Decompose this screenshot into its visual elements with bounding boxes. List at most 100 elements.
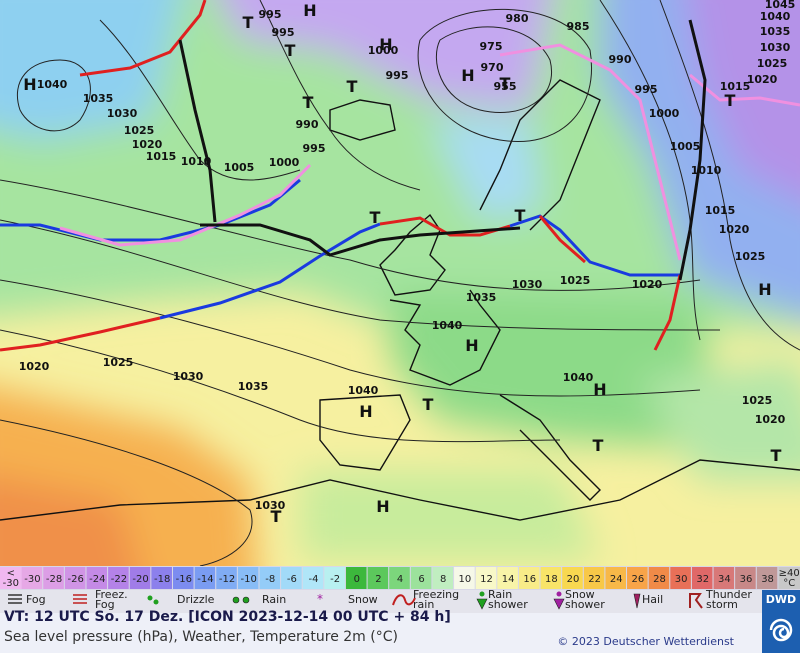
scale-label: -30 <box>24 574 40 585</box>
legend-label: rain <box>413 598 434 611</box>
scale-label: 12 <box>480 574 493 585</box>
scale-cell <box>583 567 605 589</box>
scale-label: -22 <box>111 574 127 585</box>
pressure-label: 995 <box>259 8 282 21</box>
scale-cell <box>562 567 583 589</box>
scale-cell <box>281 567 302 589</box>
scale-cell <box>302 567 324 589</box>
pressure-center: T <box>500 74 511 93</box>
svg-text:*: * <box>317 592 323 606</box>
scale-cell <box>216 567 237 589</box>
scale-label: -30 <box>3 578 19 589</box>
pressure-label: 1000 <box>269 156 300 169</box>
scale-label: -24 <box>89 574 105 585</box>
pressure-label: 1040 <box>563 371 594 384</box>
pressure-label: 985 <box>567 20 590 33</box>
pressure-label: 1025 <box>757 57 788 70</box>
dwd-logo-text: DWD <box>766 593 796 606</box>
pressure-label: 1015 <box>720 80 751 93</box>
pressure-label: 1040 <box>760 10 791 23</box>
pressure-label: 975 <box>480 40 503 53</box>
scale-label: 10 <box>458 574 471 585</box>
pressure-label: 1030 <box>760 41 791 54</box>
pressure-center: T <box>347 77 358 96</box>
scale-label: 0 <box>354 574 360 585</box>
scale-label: -12 <box>219 574 235 585</box>
scale-label: 28 <box>653 574 666 585</box>
scale-cell <box>713 567 735 589</box>
legend-label: Hail <box>642 593 663 606</box>
scale-label: 6 <box>418 574 424 585</box>
pressure-label: 1040 <box>348 384 379 397</box>
scale-label: -20 <box>132 574 148 585</box>
pressure-label: 990 <box>609 53 632 66</box>
scale-label: < <box>7 568 15 579</box>
pressure-center: H <box>379 35 392 54</box>
thunderstorm-icon <box>689 593 703 609</box>
pressure-label: 1040 <box>432 319 463 332</box>
pressure-labels: 9959951000995980985975970955990995100010… <box>19 0 796 512</box>
pressure-center: T <box>243 13 254 32</box>
scale-label: 20 <box>567 574 580 585</box>
pressure-label: 970 <box>481 61 504 74</box>
pressure-center: T <box>593 436 604 455</box>
legend-label: Fog <box>95 598 115 611</box>
scale-label: -10 <box>240 574 256 585</box>
scale-cell <box>432 567 454 589</box>
scale-cell <box>108 567 129 589</box>
scale-cell <box>756 567 778 589</box>
scale-label: 26 <box>631 574 644 585</box>
scale-cell <box>540 567 562 589</box>
pressure-centers: H T T H H T T H T T T T H H H T H T H T T <box>23 1 781 526</box>
pressure-center: H <box>359 402 372 421</box>
pressure-center: T <box>771 446 782 465</box>
scale-label: 34 <box>718 574 731 585</box>
pressure-label: 980 <box>506 12 529 25</box>
scale-label: 22 <box>588 574 601 585</box>
scale-cell-last <box>778 567 800 589</box>
scale-label: 14 <box>502 574 515 585</box>
pressure-center: T <box>725 91 736 110</box>
pressure-label: 995 <box>303 142 326 155</box>
pressure-label: 1035 <box>466 291 497 304</box>
scale-cell <box>345 567 367 589</box>
scale-label: -18 <box>154 574 170 585</box>
snow-icon: * <box>317 592 323 606</box>
pressure-label: 1025 <box>103 356 134 369</box>
pressure-label: 1025 <box>124 124 155 137</box>
pressure-label: 1005 <box>670 140 701 153</box>
pressure-center: T <box>285 41 296 60</box>
scale-cell <box>259 567 281 589</box>
scale-label: 30 <box>675 574 688 585</box>
scale-cell <box>605 567 627 589</box>
scale-label: 24 <box>610 574 623 585</box>
scale-label: -16 <box>176 574 192 585</box>
scale-cell <box>194 567 216 589</box>
pressure-center: H <box>461 66 474 85</box>
pressure-center: H <box>465 336 478 355</box>
scale-label: -2 <box>330 574 340 585</box>
drizzle-icon <box>147 595 159 605</box>
pressure-label: 1020 <box>632 278 663 291</box>
scale-cell <box>151 567 172 589</box>
pressure-label: 1035 <box>238 380 269 393</box>
scale-cell <box>86 567 108 589</box>
temperature-scale: <-30 -30 -28 -26 -24 -22 -20 -18 -16 -14 -12 -10 -8-… <box>0 567 800 589</box>
snow-shower-icon <box>553 591 565 610</box>
pressure-center: T <box>515 206 526 225</box>
dwd-logo <box>762 590 800 653</box>
scale-cell <box>497 567 518 589</box>
scale-cell <box>691 567 713 589</box>
hail-icon <box>633 593 641 609</box>
pressure-label: 1000 <box>649 107 680 120</box>
legend-label: shower <box>565 598 605 611</box>
pressure-label: 1000 <box>368 44 399 57</box>
scale-cell <box>172 567 194 589</box>
pressure-label: 1005 <box>224 161 255 174</box>
scale-label: 36 <box>740 574 753 585</box>
scale-label: -14 <box>197 574 213 585</box>
scale-label: 16 <box>523 574 536 585</box>
pressure-label: 995 <box>272 26 295 39</box>
pressure-center: H <box>376 497 389 516</box>
